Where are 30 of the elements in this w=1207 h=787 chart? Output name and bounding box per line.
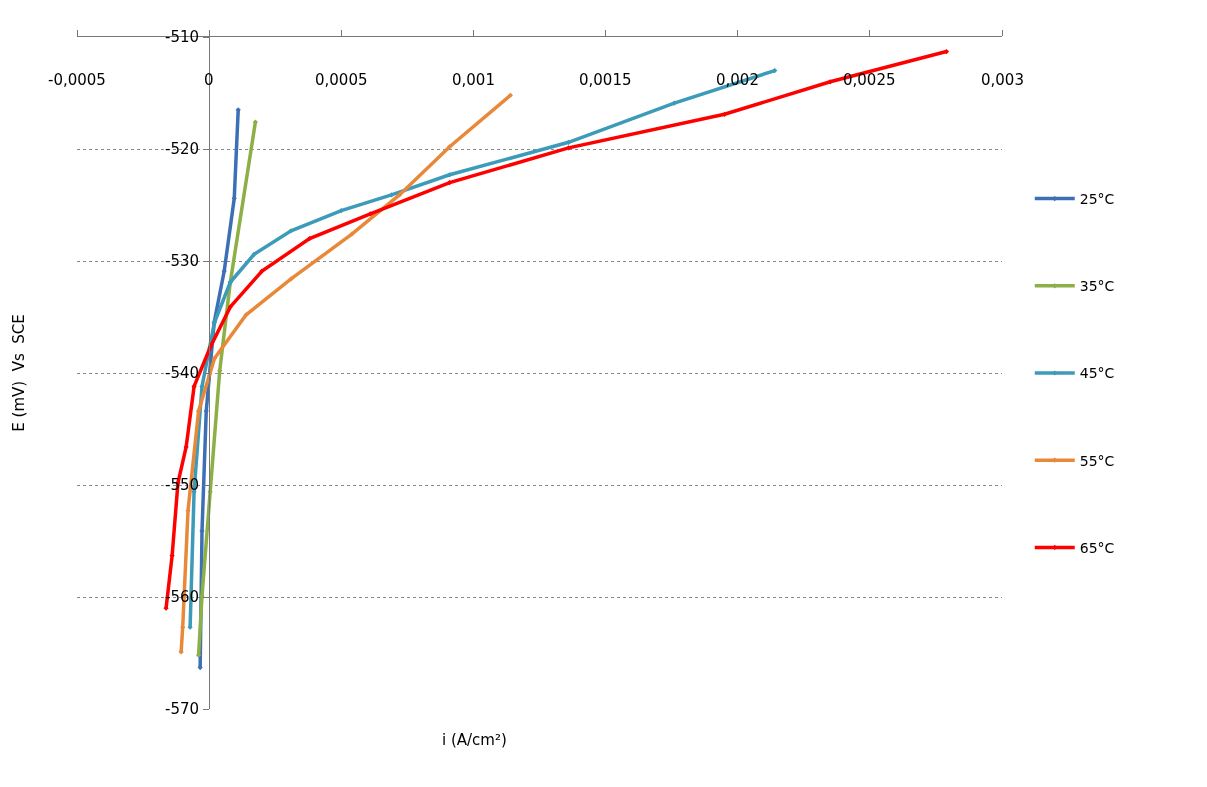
x-tick-label: 0,0015 xyxy=(579,71,632,89)
legend-label: 65°C xyxy=(1079,539,1115,556)
y-tick-label: -570 xyxy=(165,700,200,718)
point xyxy=(827,79,833,85)
point xyxy=(447,144,453,150)
y-tick-label: -540 xyxy=(165,364,200,382)
point xyxy=(507,92,514,98)
legend-label: 45°C xyxy=(1079,365,1115,382)
point xyxy=(211,355,218,362)
point xyxy=(396,192,403,198)
x-tick-label: 0,003 xyxy=(981,71,1024,89)
y-tick-label: -510 xyxy=(165,28,200,46)
point xyxy=(306,236,313,242)
point xyxy=(367,211,373,217)
point xyxy=(943,48,950,55)
y-tick-label: -520 xyxy=(165,140,200,158)
legend-label: 55°C xyxy=(1079,452,1115,469)
point xyxy=(338,208,344,214)
x-tick-label: 0,0005 xyxy=(315,71,368,89)
x-tick-label: 0,001 xyxy=(452,71,495,89)
x-axis-title: i (A/cm²) xyxy=(442,731,507,749)
y-axis-title: E (mV) Vs SCE xyxy=(9,314,28,432)
point xyxy=(772,68,778,74)
y-tick-label: -530 xyxy=(165,252,200,270)
x-tick-label: -0,0005 xyxy=(48,71,106,89)
legend-label: 25°C xyxy=(1079,191,1115,208)
x-tick-label: 0 xyxy=(204,71,214,89)
point xyxy=(447,180,453,186)
x-tick-label: 0,0025 xyxy=(843,71,896,89)
legend-label: 35°C xyxy=(1079,278,1115,295)
